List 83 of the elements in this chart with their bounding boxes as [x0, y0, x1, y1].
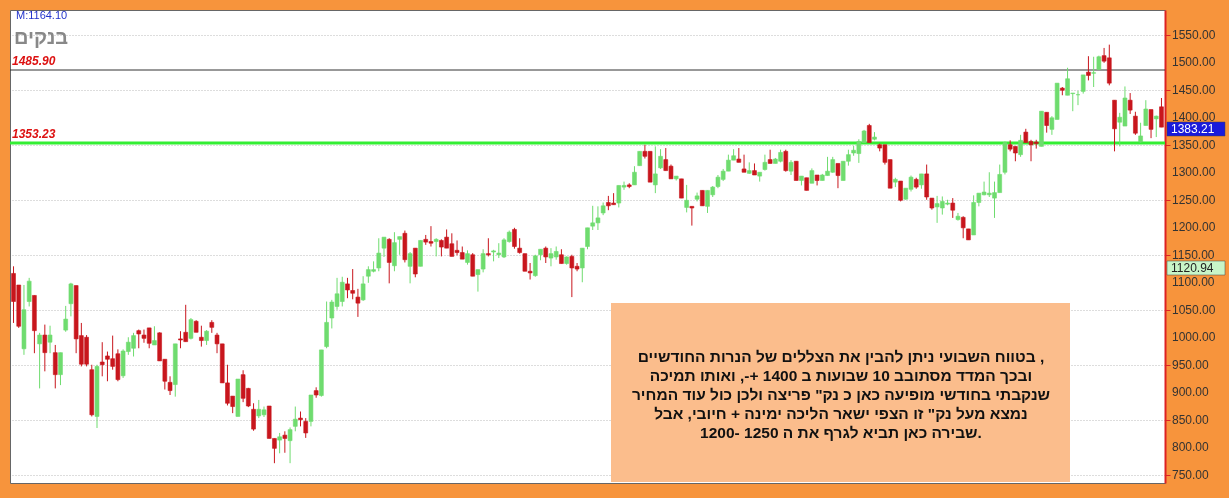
y-tick-label: 900.00 — [1172, 385, 1210, 400]
y-tick-label: 1000.00 — [1172, 330, 1216, 345]
candlestick — [386, 237, 392, 284]
candlestick — [53, 344, 58, 389]
ref-line-label: 1353.23 — [12, 126, 56, 141]
y-tick-label: 1550.00 — [1172, 27, 1216, 42]
candlestick — [68, 282, 74, 317]
candlestick — [783, 149, 789, 173]
candlestick — [287, 426, 293, 464]
candlestick — [689, 205, 695, 227]
candlestick — [293, 406, 298, 432]
candlestick — [407, 251, 413, 284]
candlestick — [486, 237, 491, 257]
y-tick-label: 950.00 — [1172, 357, 1210, 372]
candlestick — [470, 252, 475, 277]
candlestick — [653, 145, 658, 194]
text: 1120.94 — [1171, 261, 1214, 275]
candlestick — [580, 247, 585, 283]
candlestick — [867, 123, 872, 144]
candlestick — [282, 430, 288, 454]
candlestick — [1080, 74, 1086, 95]
y-tick-label: 1200.00 — [1172, 220, 1216, 235]
candlestick — [632, 165, 637, 186]
candlestick — [793, 160, 799, 181]
candlestick — [251, 402, 256, 432]
y-tick-label: 850.00 — [1172, 412, 1210, 427]
y-tick-label: 800.00 — [1172, 440, 1210, 455]
y-tick-label: 750.00 — [1172, 467, 1210, 482]
annotation: בטווח השבועי ניתן להבין את הצללים של הנרות החודשיים , ובכך המדד מסתובב 10 שבועות ב 1400 +-, ואותו תמיכה שנקבתי בחודשי מופיעה כאן כ נק" פריצה ולכן כול עוד המחיר נמצא מעל נק" זו הצפי ישאר הליכה ימינה + חיובי, אבל שבירה כאן תביא לגרף את ה 1250 -1200. — [631, 348, 1051, 441]
candlestick — [397, 236, 402, 256]
candlestick — [47, 325, 53, 354]
y-tick-label: 1300.00 — [1172, 165, 1216, 180]
candlestick — [1086, 55, 1091, 81]
y-tick-label: 1400.00 — [1172, 110, 1216, 125]
y-tick-label: 1250.00 — [1172, 192, 1216, 207]
candlestick — [360, 275, 366, 302]
candlestick — [42, 324, 48, 372]
candlestick — [512, 227, 517, 250]
candlestick — [99, 341, 105, 377]
candlestick — [1143, 99, 1149, 126]
candlestick — [63, 305, 68, 333]
candlestick — [152, 325, 157, 346]
y-tick-label: 1050.00 — [1172, 302, 1216, 317]
candlestick — [1044, 111, 1049, 134]
candlestick — [1138, 122, 1143, 144]
ref-line-label: 1485.90 — [12, 54, 56, 69]
candlestick — [1127, 92, 1133, 115]
candlestick — [303, 417, 308, 439]
y-tick-label: 1350.00 — [1172, 137, 1216, 152]
candlestick — [767, 149, 773, 164]
candlestick — [762, 154, 768, 172]
candlestick — [1018, 134, 1023, 158]
candlestick — [26, 277, 32, 307]
candlestick — [684, 184, 689, 213]
candlestick — [355, 288, 361, 318]
candlestick — [960, 215, 966, 239]
annotation: M:1164.10 — [16, 9, 68, 21]
candlestick — [1148, 109, 1154, 139]
candlestick — [835, 162, 841, 189]
candlestick — [376, 237, 382, 272]
candlestick — [741, 154, 747, 173]
candlestick — [1133, 111, 1138, 136]
candlestick — [392, 231, 397, 272]
candlestick — [1159, 97, 1164, 128]
text: 1383.21 — [1171, 122, 1215, 136]
candlestick — [277, 432, 282, 454]
candlestick — [679, 178, 684, 199]
candlestick — [58, 352, 63, 386]
candlestick — [955, 212, 961, 222]
y-tick-label: 1150.00 — [1172, 247, 1215, 262]
candlestick — [37, 332, 42, 389]
candlestick — [433, 237, 439, 257]
candlestick — [658, 148, 663, 170]
candlestick — [585, 227, 590, 250]
text: בנקים — [14, 26, 69, 48]
y-tick-label: 1500.00 — [1172, 55, 1216, 70]
candlestick — [1091, 56, 1096, 88]
y-tick-label: 1100.00 — [1172, 275, 1215, 290]
candlestick — [167, 375, 173, 396]
y-tick-label: 1450.00 — [1172, 82, 1216, 97]
candlestick — [199, 325, 204, 348]
candlestick — [381, 236, 387, 258]
candlestick — [950, 197, 956, 219]
